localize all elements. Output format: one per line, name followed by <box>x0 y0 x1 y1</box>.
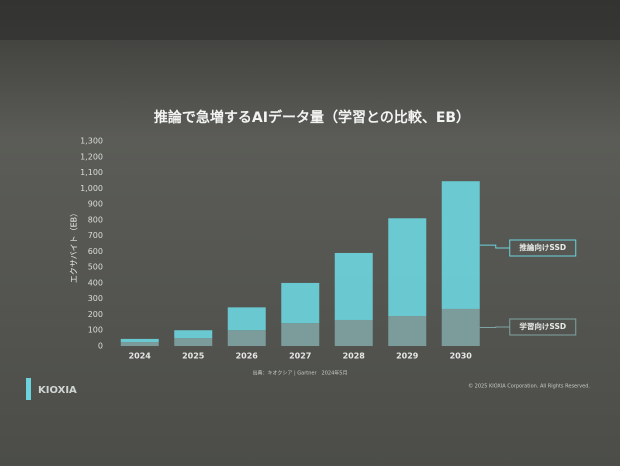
y-tick-label: 1,000 <box>80 184 103 193</box>
x-tick-label: 2027 <box>289 352 311 361</box>
chart-title: 推論で急増するAIデータ量（学習との比較、EB） <box>154 109 470 126</box>
legend-label: 推論向けSSD <box>519 242 566 252</box>
bar-segment <box>281 282 320 324</box>
y-tick-label: 100 <box>88 326 103 335</box>
y-tick-label: 400 <box>88 278 103 287</box>
bar-segment <box>388 218 427 317</box>
x-tick-label: 2029 <box>396 352 419 361</box>
x-tick-label: 2024 <box>129 352 152 361</box>
logo: KIOXIA <box>38 385 77 396</box>
y-tick-label: 600 <box>88 247 103 256</box>
x-tick-label: 2028 <box>343 352 366 361</box>
y-tick-label: 1,100 <box>80 168 103 177</box>
y-tick-label: 700 <box>88 231 103 240</box>
x-tick-label: 2030 <box>450 352 473 361</box>
bar-segment <box>174 330 213 339</box>
ceiling <box>0 0 620 40</box>
bar-segment <box>441 308 480 346</box>
x-tick-label: 2026 <box>236 352 259 361</box>
callout-line <box>479 244 510 249</box>
bar-segment <box>334 252 373 320</box>
y-tick-label: 1,300 <box>80 137 103 146</box>
y-tick-label: 300 <box>88 294 103 303</box>
y-tick-label: 1,200 <box>80 152 103 161</box>
bar-segment <box>334 319 373 346</box>
bar-segment <box>174 338 213 346</box>
source: 出典：キオクシア | Gartner 2024年5月 <box>253 370 348 377</box>
legend-box <box>509 318 577 336</box>
y-tick-label: 800 <box>88 215 103 224</box>
bar-segment <box>281 323 320 346</box>
bar-segment <box>227 330 266 346</box>
y-tick-label: 900 <box>88 200 103 209</box>
y-tick-label: 0 <box>98 342 103 351</box>
bar-segment <box>120 342 159 346</box>
bar-segment <box>388 316 427 346</box>
copyright: © 2025 KIOXIA Corporation. All Rights Re… <box>468 383 590 390</box>
y-tick-label: 200 <box>88 310 103 319</box>
x-tick-label: 2025 <box>182 352 205 361</box>
bar-segment <box>227 307 266 331</box>
y-axis-label: エクサバイト（EB） <box>70 209 79 283</box>
legend-box <box>509 239 577 257</box>
logo-mark <box>26 378 31 400</box>
y-tick-label: 500 <box>88 263 103 272</box>
bar-segment <box>120 338 159 343</box>
bar-segment <box>441 181 480 309</box>
legend-label: 学習向けSSD <box>519 321 566 331</box>
